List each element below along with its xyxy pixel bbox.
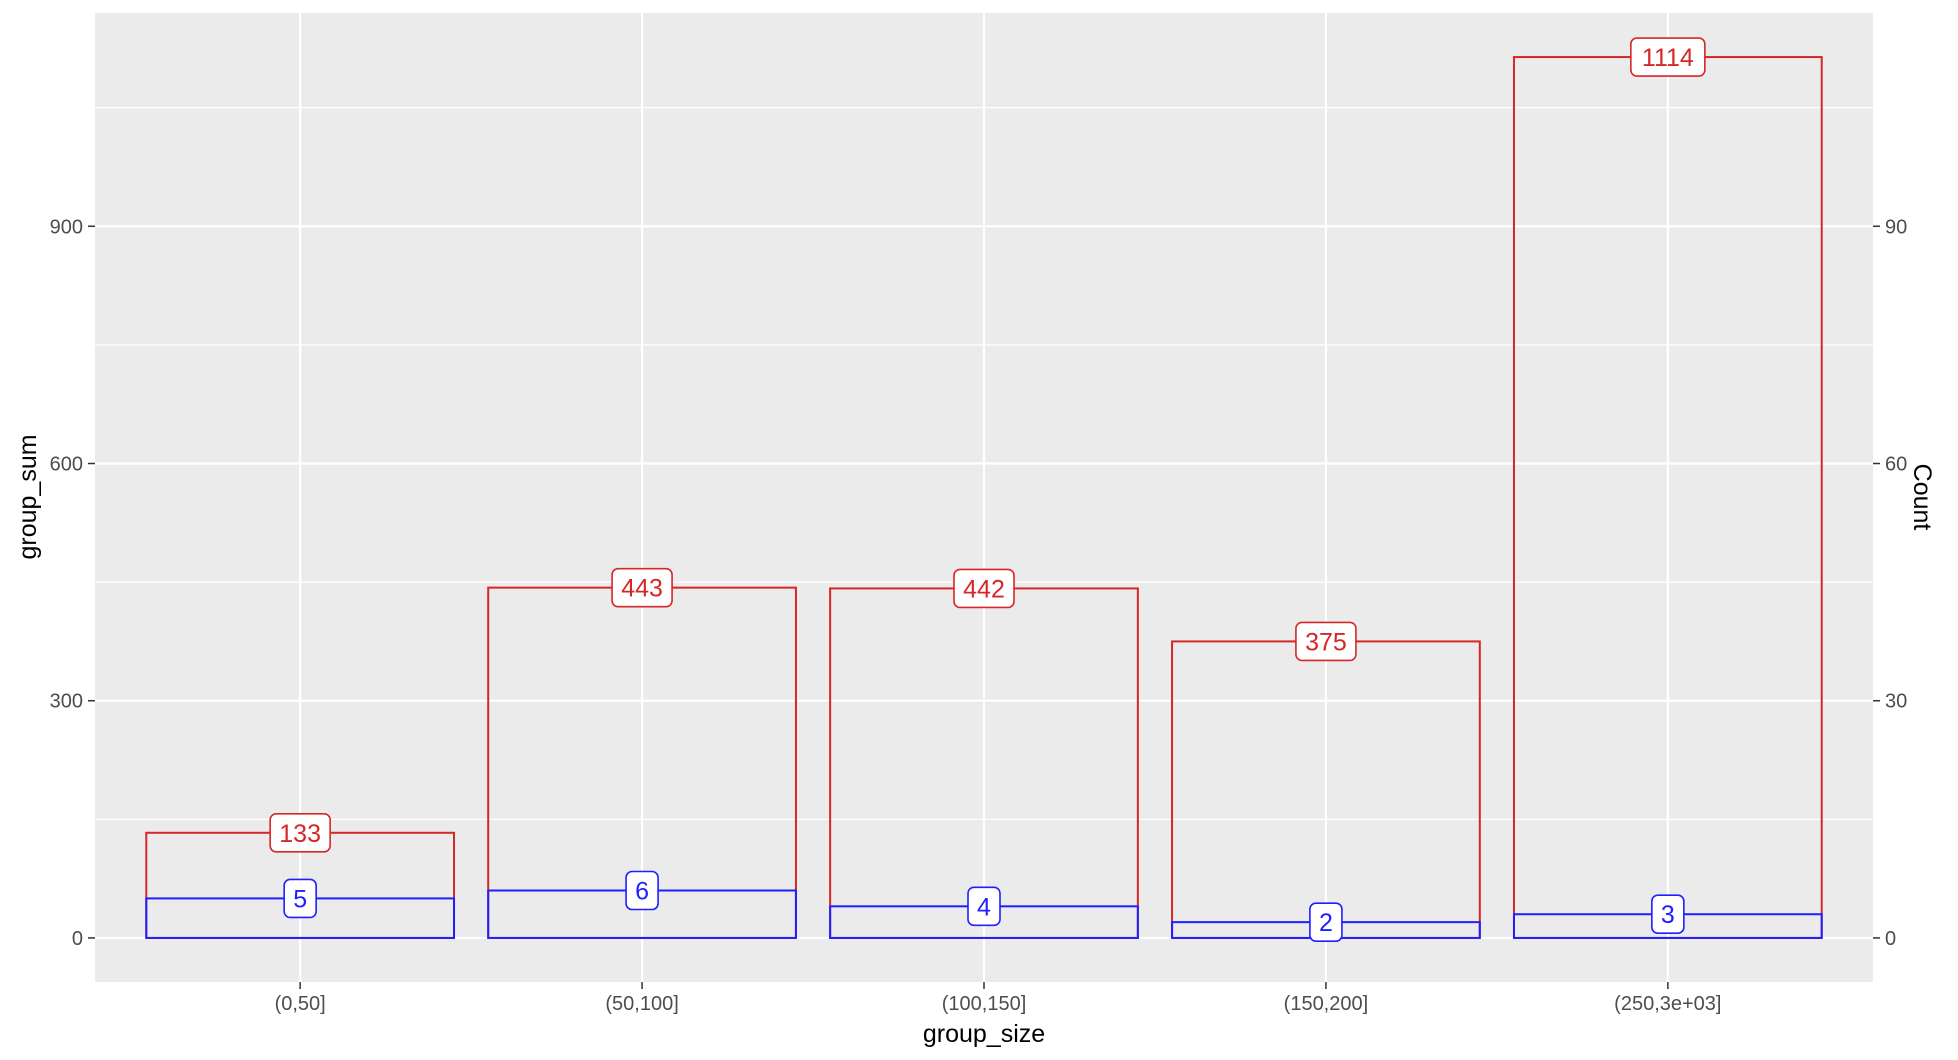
grid-major bbox=[95, 13, 1873, 982]
data-label-box bbox=[1630, 37, 1706, 77]
data-label-box bbox=[283, 878, 317, 919]
y-tick-label-right: 30 bbox=[1885, 691, 1907, 713]
x-axis: (0,50] (50,100] (100,150] (150,200] (250,3e+… bbox=[275, 982, 1722, 1015]
y-tick-label-left: 300 bbox=[50, 691, 83, 713]
data-label-group-right-4: 3 bbox=[1651, 894, 1685, 935]
data-label-group-left-1: 443 bbox=[611, 567, 673, 608]
data-label-right-0: 5 bbox=[293, 885, 307, 913]
x-tick-label: (150,200] bbox=[1284, 993, 1369, 1015]
y-axis-left: 0 300 600 900 bbox=[50, 216, 95, 950]
data-label-right-1: 6 bbox=[635, 878, 649, 906]
data-label-box bbox=[1651, 894, 1685, 935]
data-label-group-right-0: 5 bbox=[283, 878, 317, 919]
data-label-group-left-3: 375 bbox=[1295, 621, 1357, 662]
data-label-box bbox=[1309, 902, 1343, 942]
data-label-group-right-2: 4 bbox=[967, 886, 1001, 927]
data-label-group-right-3: 2 bbox=[1309, 902, 1343, 942]
y-tick-label-left: 900 bbox=[50, 216, 83, 238]
data-label-left-4: 1114 bbox=[1642, 44, 1694, 72]
data-label-box bbox=[269, 812, 331, 853]
x-axis-title: group_size bbox=[923, 1020, 1045, 1048]
y-tick-label-right: 60 bbox=[1885, 453, 1907, 475]
x-tick-label: (250,3e+03] bbox=[1614, 993, 1721, 1015]
data-label-box bbox=[611, 567, 673, 608]
data-label-left-3: 375 bbox=[1305, 628, 1347, 656]
y-tick-label-right: 90 bbox=[1885, 216, 1907, 238]
data-label-box bbox=[1295, 621, 1357, 662]
x-tick-label: (50,100] bbox=[605, 993, 678, 1015]
data-labels: 133 443 442 375 1114 5 6 4 2 3 bbox=[269, 37, 1706, 942]
y-axis-right: 0 30 60 90 bbox=[1873, 216, 1907, 950]
x-tick-label: (0,50] bbox=[275, 993, 326, 1015]
data-label-left-0: 133 bbox=[279, 820, 321, 848]
y-tick-label-left: 600 bbox=[50, 453, 83, 475]
y-tick-label-left: 0 bbox=[72, 928, 83, 950]
y-axis-title-right: Count bbox=[1908, 464, 1936, 531]
y-tick-label-right: 0 bbox=[1885, 928, 1896, 950]
data-label-right-2: 4 bbox=[977, 893, 991, 921]
data-label-box bbox=[967, 886, 1001, 927]
data-label-group-left-2: 442 bbox=[953, 568, 1015, 609]
data-label-box bbox=[625, 870, 659, 911]
x-tick-label: (100,150] bbox=[942, 993, 1027, 1015]
data-label-left-1: 443 bbox=[621, 575, 663, 603]
y-axis-title-left: group_sum bbox=[14, 434, 42, 559]
data-label-group-right-1: 6 bbox=[625, 870, 659, 911]
data-label-group-left-0: 133 bbox=[269, 812, 331, 853]
data-label-right-3: 2 bbox=[1319, 909, 1333, 937]
data-label-box bbox=[953, 568, 1015, 609]
data-label-left-2: 442 bbox=[963, 575, 1005, 603]
data-label-group-left-4: 1114 bbox=[1630, 37, 1706, 77]
data-label-right-4: 3 bbox=[1661, 901, 1675, 929]
